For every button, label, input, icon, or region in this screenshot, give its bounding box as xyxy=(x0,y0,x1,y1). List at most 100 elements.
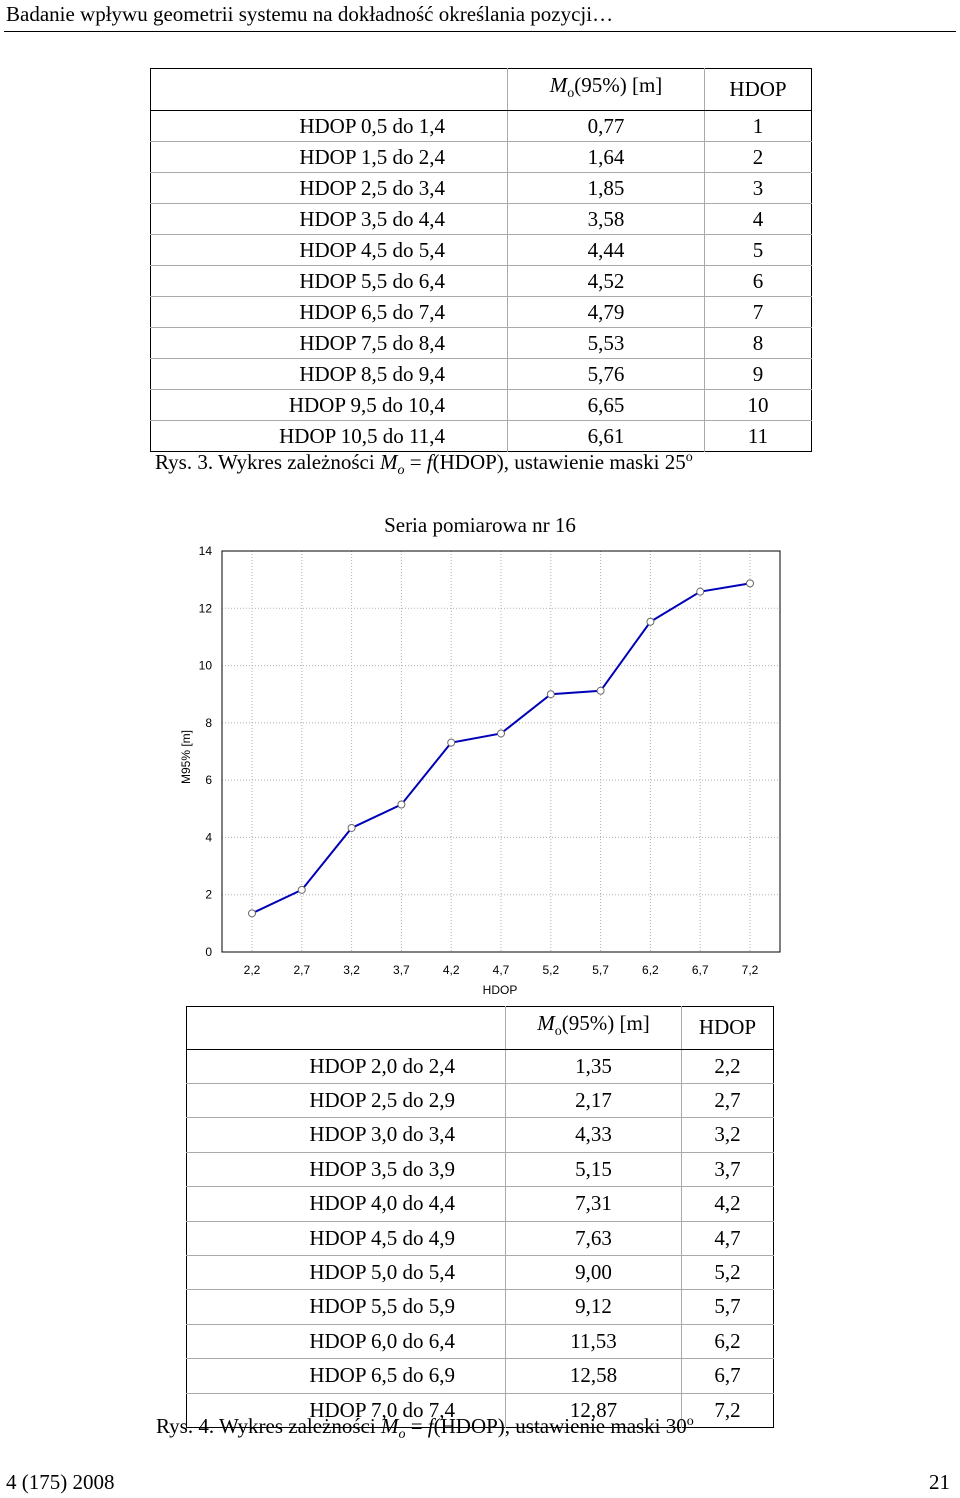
data-point xyxy=(397,800,406,809)
row-hdop-value: 4 xyxy=(704,203,812,236)
x-axis-label: HDOP xyxy=(483,983,518,997)
table-row: HDOP 3,0 do 3,4 4,33 3,2 xyxy=(186,1117,774,1153)
table-row: HDOP 3,5 do 3,9 5,15 3,7 xyxy=(186,1152,774,1188)
caption-degree: o xyxy=(686,1414,694,1429)
table-header-mo: Mo(95%) [m] xyxy=(507,68,705,112)
caption-f: f xyxy=(427,1414,434,1438)
y-tick-label: 0 xyxy=(205,945,212,959)
row-hdop-value: 5,7 xyxy=(681,1289,774,1325)
series-line xyxy=(248,579,754,918)
table-row: HDOP 6,5 do 7,4 4,79 7 xyxy=(150,296,812,329)
caption-mo-sub: o xyxy=(397,463,405,479)
y-tick-label: 14 xyxy=(199,544,213,558)
row-hdop-value: 2,7 xyxy=(681,1083,774,1119)
table-row: HDOP 7,0 do 7,4 12,87 7,2 xyxy=(186,1393,774,1428)
row-label: HDOP 4,5 do 4,9 xyxy=(186,1221,506,1257)
row-hdop-value: 5,2 xyxy=(681,1255,774,1291)
caption-mo-sub: o xyxy=(398,1427,406,1443)
footer-page-number: 21 xyxy=(929,1470,950,1494)
table-header-hdop: HDOP xyxy=(704,68,812,112)
mo-unit: (95%) [m] xyxy=(561,1011,650,1035)
row-hdop-value: 2,2 xyxy=(681,1049,774,1085)
x-tick-label: 5,2 xyxy=(542,963,559,977)
row-mo-value: 4,44 xyxy=(507,234,705,267)
table-header-hdop: HDOP xyxy=(681,1006,774,1050)
row-hdop-value: 3 xyxy=(704,172,812,205)
y-tick-label: 12 xyxy=(199,601,213,615)
row-hdop-value: 10 xyxy=(704,389,812,422)
y-tick-labels: 0 2 4 6 8 10 12 14 xyxy=(199,544,213,959)
table-row: HDOP 0,5 do 1,4 0,77 1 xyxy=(150,110,812,143)
row-mo-value: 9,12 xyxy=(505,1289,682,1325)
row-mo-value: 3,58 xyxy=(507,203,705,236)
x-tick-label: 5,7 xyxy=(592,963,609,977)
figure-caption-4: Rys. 4. Wykres zależności Mo = f(HDOP), … xyxy=(156,1414,694,1443)
row-label: HDOP 0,5 do 1,4 xyxy=(150,110,508,143)
row-mo-value: 1,35 xyxy=(505,1049,682,1085)
footer-issue: 4 (175) 2008 xyxy=(6,1470,115,1494)
row-mo-value: 12,87 xyxy=(505,1393,682,1428)
caption-rest: (HDOP), ustawienie maski 25 xyxy=(432,450,686,474)
row-mo-value: 4,33 xyxy=(505,1117,682,1153)
x-tick-labels: 2,2 2,7 3,2 3,7 4,2 4,7 5,2 5,7 6,2 6,7 7,2 xyxy=(244,963,759,977)
row-label: HDOP 2,5 do 2,9 xyxy=(186,1083,506,1119)
row-label: HDOP 7,5 do 8,4 xyxy=(150,327,508,360)
table-row: HDOP 5,0 do 5,4 9,00 5,2 xyxy=(186,1255,774,1291)
x-tick-label: 6,7 xyxy=(692,963,709,977)
table-row: HDOP 2,5 do 2,9 2,17 2,7 xyxy=(186,1083,774,1119)
chart-title: Seria pomiarowa nr 16 xyxy=(384,513,576,537)
row-label: HDOP 3,5 do 4,4 xyxy=(150,203,508,236)
row-label: HDOP 9,5 do 10,4 xyxy=(150,389,508,422)
mo-unit: (95%) [m] xyxy=(574,73,663,97)
row-mo-value: 5,53 xyxy=(507,327,705,360)
caption-degree: o xyxy=(685,450,693,465)
row-hdop-value: 4,7 xyxy=(681,1221,774,1257)
row-label: HDOP 10,5 do 11,4 xyxy=(150,420,508,452)
table-row: HDOP 6,5 do 6,9 12,58 6,7 xyxy=(186,1358,774,1394)
figure-caption-3: Rys. 3. Wykres zależności Mo = f(HDOP), … xyxy=(155,450,693,479)
header-rule xyxy=(4,31,956,32)
table-hdop-mask-25: Mo(95%) [m] HDOP HDOP 0,5 do 1,4 0,77 1 HDO… xyxy=(150,68,812,453)
y-tick-label: 4 xyxy=(205,830,212,844)
table-row: HDOP 4,0 do 4,4 7,31 4,2 xyxy=(186,1186,774,1222)
table-header-empty xyxy=(186,1006,506,1050)
data-point xyxy=(546,690,555,699)
row-hdop-value: 7,2 xyxy=(714,1397,741,1422)
row-hdop-value: 9 xyxy=(704,358,812,391)
data-point xyxy=(347,823,356,832)
x-tick-label: 6,2 xyxy=(642,963,659,977)
row-mo-value: 12,58 xyxy=(505,1358,682,1394)
caption-eq: = xyxy=(404,450,427,474)
caption-mo: M xyxy=(379,450,398,474)
table-row: HDOP 1,5 do 2,4 1,64 2 xyxy=(150,141,812,174)
table-header-row: Mo(95%) [m] HDOP xyxy=(186,1006,774,1050)
row-hdop-value: 3,2 xyxy=(681,1117,774,1153)
mo-symbol: M xyxy=(549,73,568,97)
x-tick-label: 4,2 xyxy=(443,963,460,977)
chart-grid xyxy=(222,551,780,952)
row-mo-value: 1,85 xyxy=(507,172,705,205)
y-axis-label: M95% [m] xyxy=(179,730,193,784)
table-header-mo: Mo(95%) [m] xyxy=(505,1006,682,1050)
row-mo-value: 6,61 xyxy=(507,420,705,452)
row-hdop-value: 1 xyxy=(704,110,812,143)
row-hdop-value: 5 xyxy=(704,234,812,267)
row-label: HDOP 2,5 do 3,4 xyxy=(150,172,508,205)
row-mo-value: 2,17 xyxy=(505,1083,682,1119)
row-mo-value: 0,77 xyxy=(507,110,705,143)
row-mo-value: 1,64 xyxy=(507,141,705,174)
data-point xyxy=(447,738,456,747)
y-tick-label: 2 xyxy=(205,888,212,902)
x-tick-label: 7,2 xyxy=(742,963,759,977)
table-row: HDOP 2,5 do 3,4 1,85 3 xyxy=(150,172,812,205)
caption-f: f xyxy=(426,450,433,474)
table-hdop-mask-30: Mo(95%) [m] HDOP HDOP 2,0 do 2,4 1,35 2,2 H… xyxy=(186,1006,774,1429)
row-label: HDOP 5,0 do 5,4 xyxy=(186,1255,506,1291)
caption-rest: (HDOP), ustawienie maski 30 xyxy=(433,1414,687,1438)
row-hdop-value: 6,2 xyxy=(681,1324,774,1360)
table-row: HDOP 3,5 do 4,4 3,58 4 xyxy=(150,203,812,236)
row-mo-value: 5,76 xyxy=(507,358,705,391)
row-label: HDOP 8,5 do 9,4 xyxy=(150,358,508,391)
x-tick-label: 2,2 xyxy=(244,963,261,977)
table-row: HDOP 2,0 do 2,4 1,35 2,2 xyxy=(186,1049,774,1085)
